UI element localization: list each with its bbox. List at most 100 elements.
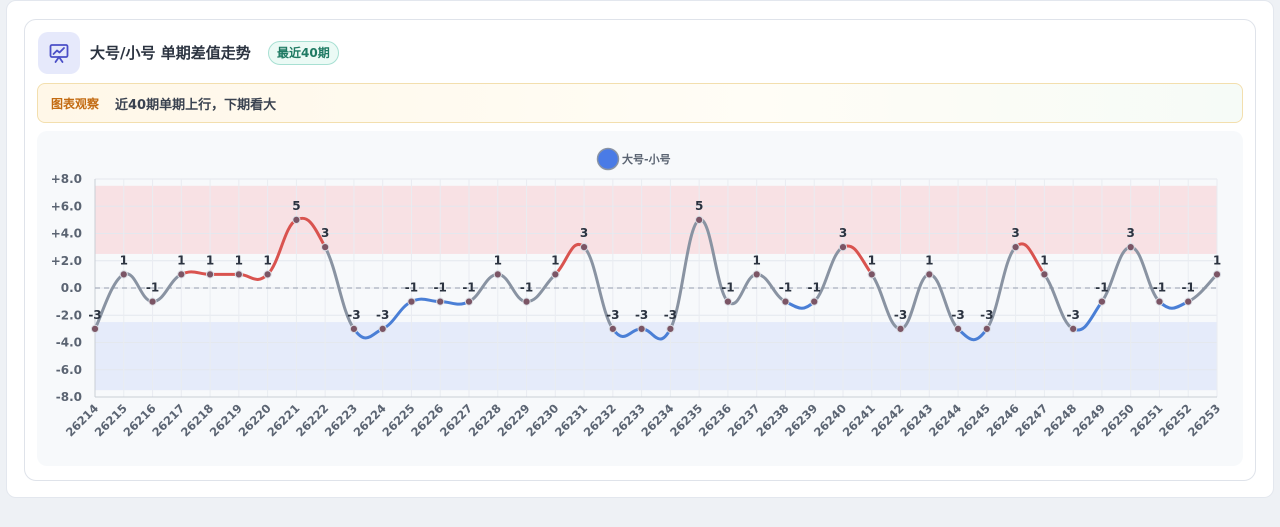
data-label: -3	[635, 308, 648, 322]
data-point	[177, 270, 186, 279]
data-point	[867, 270, 876, 279]
line-segment	[409, 297, 442, 304]
data-label: 1	[868, 253, 876, 267]
data-point	[953, 324, 963, 333]
data-point	[464, 297, 474, 306]
data-label: -1	[405, 281, 418, 295]
data-point	[119, 270, 128, 279]
data-point	[1155, 297, 1164, 306]
y-tick-label: +4.0	[51, 227, 82, 241]
data-label: 5	[292, 199, 300, 213]
y-tick-label: 0.0	[61, 281, 82, 295]
data-label: -1	[1095, 281, 1108, 295]
lower-band	[95, 322, 1217, 391]
data-point	[695, 215, 704, 224]
data-point	[1097, 297, 1107, 306]
data-point	[579, 243, 589, 252]
line-segment	[668, 218, 701, 331]
legend-marker	[596, 147, 620, 171]
data-label: -1	[462, 281, 475, 295]
data-point	[148, 297, 157, 306]
data-label: 1	[753, 253, 761, 267]
data-point	[982, 324, 991, 333]
data-points: -3 1 -1 1 1 1 1 5 3 -3 -3 -1 -1 -1 1 -1 1 3 -3 -3 -3 5 -1 1 -1 -1…	[88, 199, 1221, 333]
data-label: 5	[695, 199, 703, 213]
data-point	[321, 243, 330, 252]
grid	[94, 178, 1218, 398]
data-point	[378, 324, 387, 333]
data-point	[349, 324, 359, 333]
data-label: -3	[1066, 308, 1079, 322]
chart-panel: +8.0 +6.0 +4.0 +2.0 0.0 -2.0 -4.0 -6.0 -8.0 26214…	[37, 131, 1243, 466]
x-tick-label: 26253	[1185, 401, 1223, 439]
line-segment	[582, 245, 615, 331]
observation-label: 图表观察	[51, 97, 100, 111]
data-point	[263, 270, 272, 279]
data-label: -1	[1182, 281, 1195, 295]
data-label: 3	[839, 226, 847, 240]
line-segment	[237, 272, 270, 281]
data-point	[752, 270, 761, 279]
data-label: -3	[347, 308, 360, 322]
data-point	[637, 324, 646, 333]
data-label: 3	[321, 226, 329, 240]
data-point	[666, 324, 675, 333]
data-label: 1	[494, 253, 502, 267]
y-tick-label: +8.0	[51, 172, 82, 186]
data-label: 1	[1213, 253, 1221, 267]
data-point	[407, 297, 416, 306]
data-label: 3	[1011, 226, 1019, 240]
legend-label: 大号-小号	[622, 152, 671, 166]
data-label: -1	[808, 281, 821, 295]
data-label: -3	[376, 308, 389, 322]
data-point	[1184, 297, 1193, 306]
data-point	[608, 324, 617, 333]
data-point	[205, 270, 215, 279]
data-label: 1	[263, 253, 271, 267]
data-label: -3	[664, 308, 677, 322]
data-label: -3	[88, 308, 101, 322]
y-tick-label: -8.0	[56, 390, 82, 404]
data-label: -3	[894, 308, 907, 322]
data-label: 1	[551, 253, 559, 267]
data-point	[810, 297, 819, 306]
data-label: -3	[951, 308, 964, 322]
observation-text: 近40期单期上行，下期看大	[115, 98, 277, 113]
presentation-chart-icon	[49, 44, 69, 63]
line-segment	[323, 245, 356, 331]
data-label: 1	[177, 253, 185, 267]
line-segment	[438, 300, 471, 306]
data-label: 1	[1040, 253, 1048, 267]
data-point	[1126, 243, 1135, 252]
data-point	[1011, 243, 1020, 252]
y-tick-label: -6.0	[56, 363, 82, 377]
data-label: -1	[721, 281, 734, 295]
data-point	[551, 270, 560, 279]
data-label: 1	[206, 253, 214, 267]
line-chart: +8.0+6.0+4.0+2.00.0-2.0-4.0-6.0-8.026214…	[51, 147, 1223, 439]
data-point	[90, 324, 100, 333]
y-tick-label: +2.0	[51, 254, 82, 268]
period-badge: 最近40期	[268, 41, 339, 65]
data-label: -1	[434, 281, 447, 295]
data-point	[493, 270, 502, 279]
observation-banner: 图表观察 近40期单期上行，下期看大	[37, 83, 1243, 123]
data-point	[781, 297, 790, 306]
data-point	[1212, 270, 1222, 279]
data-point	[292, 215, 301, 224]
data-point	[723, 297, 733, 306]
data-label: 3	[1127, 226, 1135, 240]
line-segment	[985, 245, 1018, 331]
upper-band	[95, 185, 1217, 254]
data-label: 1	[120, 253, 128, 267]
data-label: -1	[1153, 281, 1166, 295]
data-label: -1	[146, 281, 159, 295]
chart-icon	[38, 32, 80, 74]
data-point	[1069, 324, 1078, 333]
line-segment	[93, 272, 126, 331]
data-label: -3	[606, 308, 619, 322]
line-segment	[179, 270, 212, 276]
data-point	[522, 297, 531, 306]
y-tick-label: +6.0	[51, 199, 82, 213]
legend: 大号-小号	[596, 147, 671, 171]
